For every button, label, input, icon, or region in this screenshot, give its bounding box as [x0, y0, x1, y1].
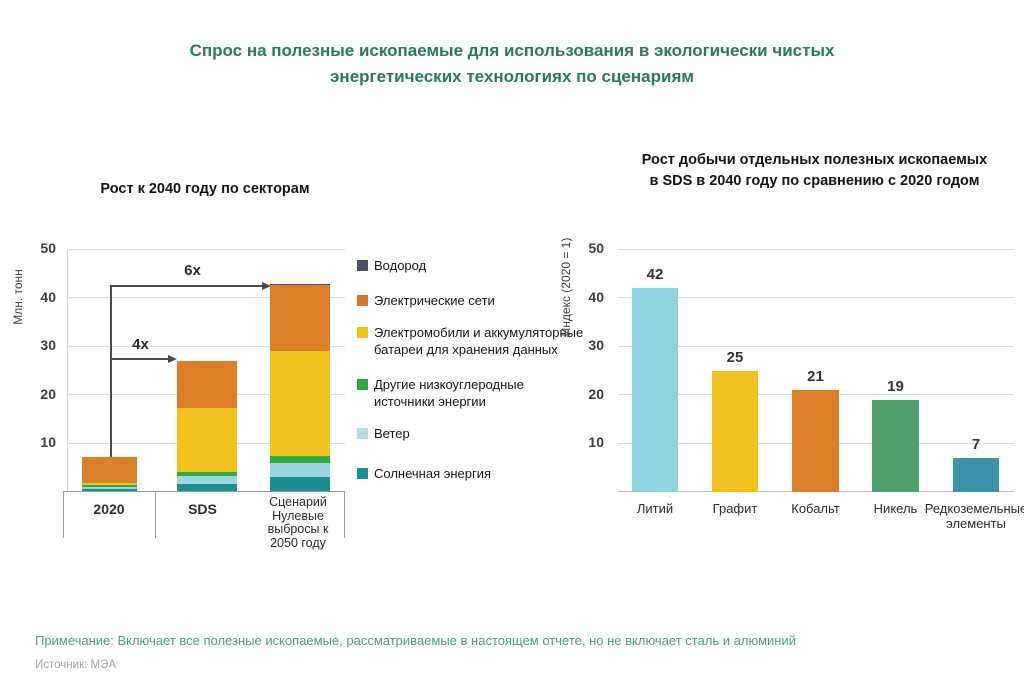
page-title-line2: энергетических технологиях по сценариям [330, 67, 694, 86]
x-axis-box-top-border [63, 491, 345, 492]
source-text: Источник: МЭА [35, 659, 116, 671]
right-chart-title: Рост добычи отдельных полезных ископаемы… [612, 150, 1017, 192]
legend: Водород Электрические сети Электромобили и… [357, 250, 587, 490]
right-plot [618, 248, 1014, 492]
annotation-4x-arrow-line [110, 358, 168, 360]
category-label-sds: SDS [188, 501, 217, 517]
left-y-axis-spine [67, 249, 68, 492]
bar-value-label: 7 [971, 436, 981, 453]
category-label-2020: 2020 [93, 501, 125, 517]
x-axis-box-divider [155, 491, 156, 538]
legend-label: Электрические сети [374, 293, 495, 308]
page-title-line1: Спрос на полезные ископаемые для использ… [189, 41, 835, 60]
bar-segment [270, 462, 330, 477]
bar [792, 389, 839, 492]
right-y-axis-label: Индекс (2020 = 1) [559, 237, 573, 337]
bar-segment [177, 408, 237, 472]
y-tick-label: 20 [588, 385, 604, 402]
bar-value-label: 25 [726, 348, 744, 366]
legend-label: Ветер [374, 426, 410, 441]
bar [953, 458, 999, 492]
gridline [67, 297, 345, 299]
note-text: Примечание: Включает все полезные ископа… [35, 633, 796, 648]
bar-category-label: Никель [873, 501, 918, 516]
category-label-nze: Сценарий Нулевые выбросы к 2050 году [267, 495, 329, 550]
annotation-6x-arrowhead [262, 281, 271, 290]
bar-segment [82, 489, 137, 492]
y-tick-label: 30 [40, 337, 56, 354]
bar [632, 287, 678, 492]
right-chart-title-line2: в SDS в 2040 году по сравнению с 2020 го… [649, 173, 980, 189]
bar-segment [82, 456, 137, 483]
bar-segment [82, 482, 137, 485]
y-tick-label: 20 [40, 385, 56, 402]
page-title: Спрос на полезные ископаемые для использ… [0, 38, 1024, 90]
legend-label: Водород [374, 258, 427, 273]
bar-segment [82, 484, 137, 487]
legend-swatch [357, 260, 368, 271]
gridline [67, 345, 345, 347]
legend-label: Другие низкоуглеродные источники энергии [374, 377, 524, 409]
bar-segment [270, 456, 330, 463]
y-tick-label: 40 [40, 288, 56, 305]
legend-swatch [357, 295, 368, 306]
annotation-6x-arrow-line [110, 285, 262, 287]
bar-segment [270, 476, 330, 492]
bar-category-label: Кобальт [791, 501, 840, 516]
legend-swatch [357, 327, 368, 338]
legend-swatch [357, 468, 368, 479]
legend-label: Солнечная энергия [374, 466, 492, 481]
right-chart-title-line1: Рост добычи отдельных полезных ископаемы… [641, 152, 988, 168]
y-tick-label: 10 [40, 434, 56, 451]
bar-category-label: Редкоземельные элементы [924, 501, 1024, 531]
legend-label: Электромобили и аккумуляторные батареи д… [374, 325, 584, 357]
bar [712, 370, 758, 492]
bar-category-label: Графит [712, 501, 758, 516]
bar [872, 399, 919, 492]
left-plot [67, 248, 345, 492]
left-chart-title: Рост к 2040 году по секторам [100, 181, 310, 197]
legend-swatch [357, 379, 368, 390]
gridline [618, 345, 1014, 347]
annotation-6x-label: 6x [184, 262, 201, 279]
y-tick-label: 30 [588, 337, 604, 354]
bar-category-label: Литий [636, 501, 674, 516]
x-axis-box-left-border [63, 491, 64, 538]
bar-segment [270, 284, 330, 285]
bar-value-label: 42 [646, 265, 664, 283]
annotation-4x-label: 4x [132, 336, 149, 353]
bar-segment [177, 483, 237, 492]
x-axis-box-right-border [344, 491, 345, 538]
bar-value-label: 19 [887, 377, 904, 395]
bar-segment [177, 476, 237, 484]
annotation-vertical-line [110, 285, 112, 457]
gridline [618, 248, 1014, 250]
y-tick-label: 50 [40, 240, 56, 256]
gridline [67, 248, 345, 250]
annotation-4x-arrowhead [168, 354, 177, 363]
legend-swatch [357, 428, 368, 439]
bar-segment [177, 360, 237, 409]
bar-segment [270, 351, 330, 456]
left-y-axis-label: Млн. тонн [11, 269, 25, 325]
y-tick-label: 40 [588, 288, 604, 305]
bar-segment [270, 284, 330, 352]
bar-value-label: 21 [807, 367, 824, 385]
bar-segment [82, 486, 137, 490]
y-tick-label: 50 [588, 240, 604, 256]
gridline [618, 297, 1014, 299]
bar-segment [177, 471, 237, 477]
y-tick-label: 10 [588, 434, 604, 451]
